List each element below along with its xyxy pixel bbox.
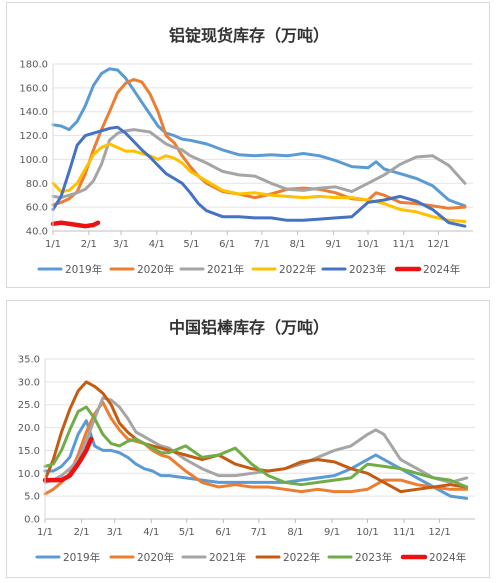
series-line-5 — [42, 436, 94, 483]
y-tick-label: 80.0 — [26, 179, 48, 190]
y-tick-label: 15.0 — [18, 446, 40, 457]
x-tick-label: 2/1 — [74, 527, 90, 538]
series-line-0 — [51, 67, 467, 208]
y-tick-label: 120.0 — [19, 131, 48, 142]
aluminum-rod-inventory-chart: 中国铝棒库存（万吨） 0.0 5.0 10.0 15.0 20.0 25.0 30.0 35.… — [6, 300, 490, 578]
y-tick-label: 140.0 — [19, 107, 48, 118]
y-tick-label: 10.0 — [18, 469, 40, 480]
chart1-title: 铝锭现货库存（万吨） — [169, 26, 329, 45]
x-tick-label: 3/1 — [107, 527, 123, 538]
x-tick-label: 8/1 — [287, 527, 303, 538]
legend-label: 2020年 — [137, 263, 174, 276]
y-tick-label: 60.0 — [26, 203, 48, 214]
y-tick-label: 35.0 — [18, 355, 40, 366]
x-tick-label: 4/1 — [143, 527, 159, 538]
series-line-5 — [50, 220, 101, 229]
y-tick-label: 180.0 — [19, 60, 48, 71]
x-tick-label: 4/1 — [149, 239, 165, 250]
y-tick-label: 20.0 — [18, 423, 40, 434]
x-tick-label: 9/1 — [324, 527, 340, 538]
y-tick-label: 0.0 — [24, 515, 40, 526]
legend-label: 2019年 — [63, 551, 100, 564]
x-tick-label: 1/1 — [37, 527, 53, 538]
x-tick-label: 12/1 — [427, 239, 449, 250]
x-tick-label: 12/1 — [428, 527, 450, 538]
legend-label: 2021年 — [207, 263, 244, 276]
chart2-title: 中国铝棒库存（万吨） — [169, 318, 329, 337]
x-tick-label: 11/1 — [393, 527, 415, 538]
legend-label: 2023年 — [349, 263, 386, 276]
y-tick-label: 25.0 — [18, 400, 40, 411]
x-tick-label: 9/1 — [325, 239, 341, 250]
series-line-2 — [51, 128, 467, 200]
x-tick-label: 7/1 — [254, 239, 270, 250]
y-tick-label: 160.0 — [19, 83, 48, 94]
series-line-1 — [51, 78, 467, 210]
x-tick-label: 3/1 — [113, 239, 129, 250]
x-tick-label: 11/1 — [393, 239, 415, 250]
legend-label: 2020年 — [137, 551, 174, 564]
legend-label: 2023年 — [355, 551, 392, 564]
legend-label: 2024年 — [423, 263, 460, 276]
legend-label: 2024年 — [429, 551, 466, 564]
x-tick-label: 5/1 — [179, 527, 195, 538]
chart1-svg: 铝锭现货库存（万吨） 40.0 60.0 80.0 100.0 120.0 140.0 16… — [19, 26, 473, 276]
x-tick-label: 7/1 — [251, 527, 267, 538]
legend-label: 2022年 — [283, 551, 320, 564]
y-tick-label: 100.0 — [19, 155, 48, 166]
x-tick-label: 1/1 — [45, 239, 61, 250]
aluminum-ingot-inventory-chart: 铝锭现货库存（万吨） 40.0 60.0 80.0 100.0 120.0 140.0 16… — [6, 2, 490, 288]
legend-label: 2022年 — [279, 263, 316, 276]
y-tick-label: 5.0 — [24, 492, 40, 503]
y-tick-label: 30.0 — [18, 377, 40, 388]
series-line-4 — [51, 125, 467, 228]
x-tick-label: 6/1 — [215, 527, 231, 538]
series-line-4 — [43, 405, 469, 489]
x-tick-label: 10/1 — [357, 239, 379, 250]
chart2-svg: 中国铝棒库存（万吨） 0.0 5.0 10.0 15.0 20.0 25.0 30.0 35.… — [18, 318, 475, 564]
x-tick-label: 6/1 — [219, 239, 235, 250]
x-tick-label: 2/1 — [81, 239, 97, 250]
y-tick-label: 40.0 — [26, 227, 48, 238]
legend-label: 2021年 — [209, 551, 246, 564]
x-tick-label: 5/1 — [183, 239, 199, 250]
x-tick-label: 10/1 — [356, 527, 378, 538]
legend-label: 2019年 — [65, 263, 102, 276]
x-tick-label: 8/1 — [290, 239, 306, 250]
series-line-3 — [43, 380, 469, 494]
series-line-1 — [43, 400, 469, 496]
series-line-2 — [43, 396, 469, 484]
